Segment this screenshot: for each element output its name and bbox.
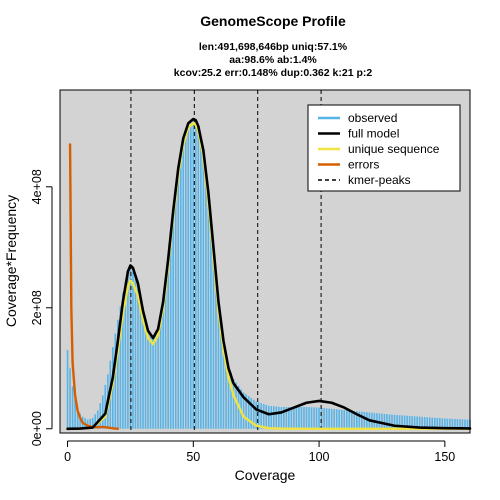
y-axis-label: Coverage*Frequency: [3, 195, 19, 327]
observed-bars: [66, 121, 471, 429]
x-axis: 0 50 100 150: [64, 440, 455, 464]
legend-label: kmer-peaks: [348, 173, 411, 187]
legend-label: errors: [348, 158, 379, 172]
chart-subtitle-line-2: aa:98.6% ab:1.4%: [229, 54, 317, 66]
x-tick-label: 50: [186, 450, 200, 464]
chart-title: GenomeScope Profile: [200, 13, 346, 29]
x-tick-label: 100: [309, 450, 330, 464]
y-tick-label: 4e+08: [30, 169, 44, 204]
legend-label: observed: [348, 111, 397, 125]
y-tick-label: 2e+08: [30, 290, 44, 325]
chart-subtitle-line-3: kcov:25.2 err:0.148% dup:0.362 k:21 p:2: [174, 67, 373, 79]
full-model-line: [66, 117, 472, 431]
errors-line: [68, 143, 120, 430]
unique-sequence-line: [66, 122, 472, 430]
model-lines: [66, 117, 472, 431]
y-axis: 0e+00 2e+08 4e+08: [30, 169, 53, 446]
x-axis-label: Coverage: [235, 467, 296, 483]
x-tick-label: 0: [64, 450, 71, 464]
y-tick-label: 0e+00: [30, 411, 44, 446]
legend-label: full model: [348, 127, 399, 141]
legend-label: unique sequence: [348, 142, 440, 156]
chart-subtitle-line-1: len:491,698,646bp uniq:57.1%: [199, 41, 348, 53]
x-tick-label: 150: [434, 450, 455, 464]
plot-frame: [59, 89, 471, 434]
